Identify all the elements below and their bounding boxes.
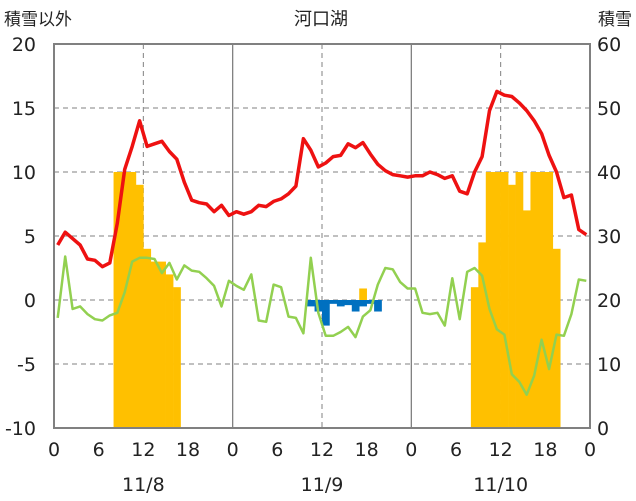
x-tick-label: 18: [176, 439, 200, 461]
bar: [113, 172, 122, 428]
bar: [545, 172, 554, 428]
x-tick-label: 6: [93, 439, 105, 461]
bar: [128, 172, 137, 428]
right-tick-label: 20: [597, 290, 621, 312]
x-tick-label: 12: [131, 439, 155, 461]
bar: [523, 210, 531, 428]
bar: [322, 300, 330, 326]
green-series-line: [56, 255, 587, 396]
bar: [135, 184, 144, 428]
bars-layer: [113, 172, 561, 428]
left-tick-label: 0: [24, 290, 36, 312]
bar: [121, 172, 129, 428]
left-tick-label: -5: [17, 354, 36, 376]
left-axis-label: 積雪以外: [4, 10, 72, 30]
bar: [150, 261, 159, 428]
bar: [508, 184, 516, 428]
right-tick-label: 40: [597, 162, 621, 184]
bar: [366, 300, 375, 304]
x-tick-label: 0: [227, 439, 239, 461]
left-tick-label: 5: [24, 226, 36, 248]
bar: [307, 300, 315, 307]
bar: [374, 300, 382, 312]
left-tick-labels: 20 15 10 5 0 -5 -10: [5, 34, 36, 440]
bar: [359, 300, 367, 307]
date-label: 11/8: [122, 474, 165, 496]
red-series-line: [56, 89, 588, 269]
plot-frame: [53, 43, 591, 429]
bar: [329, 300, 338, 304]
bar: [351, 300, 360, 312]
x-tick-label: 0: [405, 439, 417, 461]
bar: [165, 274, 174, 428]
bar: [143, 248, 152, 428]
right-tick-label: 10: [597, 354, 621, 376]
right-tick-label: 30: [597, 226, 621, 248]
right-tick-label: 50: [597, 98, 621, 120]
bar: [478, 242, 487, 428]
right-tick-label: 0: [597, 418, 609, 440]
date-label: 11/10: [473, 474, 528, 496]
lines-layer: [56, 89, 588, 396]
x-tick-label: 18: [355, 439, 379, 461]
bar: [537, 172, 546, 428]
left-tick-label: 10: [12, 162, 36, 184]
x-tick-label: 12: [310, 439, 334, 461]
bar: [359, 288, 367, 300]
chart-title: 河口湖: [294, 9, 348, 30]
right-axis-label: 積雪: [598, 10, 632, 30]
right-tick-labels: 60 50 40 30 20 10 0: [597, 34, 621, 440]
bar: [530, 172, 539, 428]
date-labels: 11/8 11/9 11/10: [122, 474, 528, 496]
x-tick-labels: 0 6 12 18 0 6 12 18 0 6 12 18 0: [48, 439, 596, 461]
x-tick-label: 6: [271, 439, 283, 461]
bar: [515, 172, 524, 428]
bar: [158, 261, 166, 428]
bar: [470, 287, 479, 428]
bar: [336, 300, 345, 307]
x-tick-label: 0: [584, 439, 596, 461]
x-tick-label: 18: [533, 439, 557, 461]
x-tick-label: 0: [48, 439, 60, 461]
bar: [485, 172, 494, 428]
left-tick-label: 15: [12, 98, 36, 120]
left-tick-label: -10: [5, 418, 36, 440]
bar: [493, 172, 501, 428]
bar: [344, 300, 353, 306]
right-tick-label: 60: [597, 34, 621, 56]
x-tick-label: 12: [489, 439, 513, 461]
bar: [173, 287, 181, 428]
bar: [500, 172, 509, 428]
left-tick-label: 20: [12, 34, 36, 56]
x-tick-label: 6: [450, 439, 462, 461]
date-label: 11/9: [301, 474, 344, 496]
